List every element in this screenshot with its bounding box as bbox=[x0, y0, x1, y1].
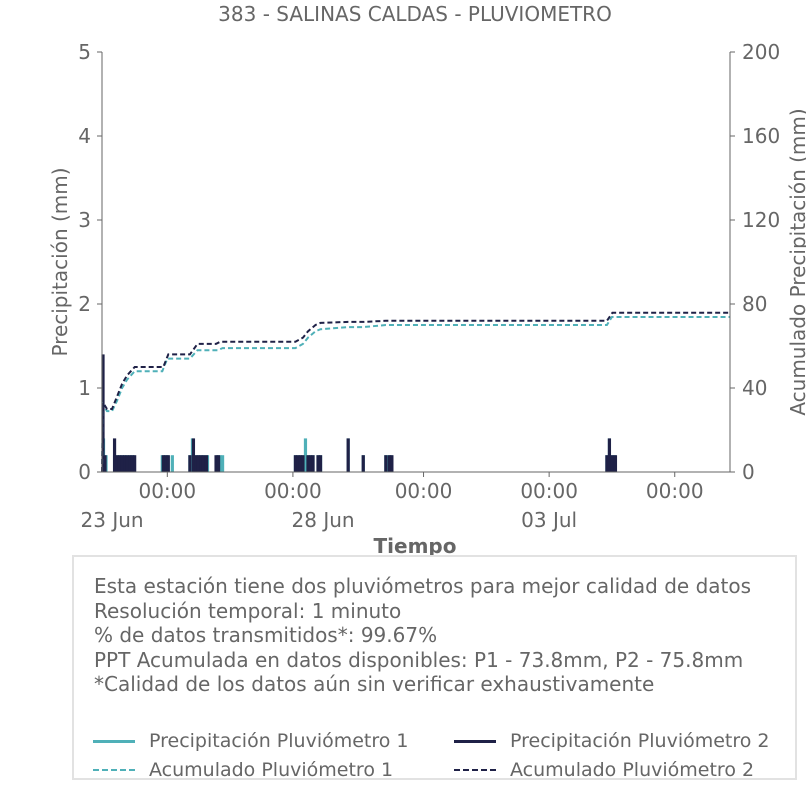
cumulative-lines bbox=[101, 311, 730, 473]
rain-bar-p2 bbox=[316, 455, 320, 472]
legend-item-p1: Precipitación Pluviómetro 1 bbox=[93, 730, 409, 752]
y2-tick-label: 40 bbox=[742, 376, 767, 400]
y-axis-label: Precipitación (mm) bbox=[48, 167, 72, 356]
y2-tick-label: 160 bbox=[742, 124, 780, 148]
rain-bar-p2 bbox=[120, 455, 124, 472]
rain-bar-p2 bbox=[125, 455, 129, 472]
cum-line-p1 bbox=[101, 316, 730, 473]
rain-bar-p2 bbox=[607, 438, 612, 472]
rain-bar-p1 bbox=[303, 438, 308, 472]
rain-bar-p2 bbox=[130, 455, 134, 472]
rain-bar-p2 bbox=[605, 455, 609, 472]
y-tick-label: 3 bbox=[78, 208, 91, 232]
info-line: Resolución temporal: 1 minuto bbox=[94, 598, 402, 623]
rain-bar-p2 bbox=[164, 455, 168, 472]
rain-bar-p2 bbox=[133, 455, 137, 472]
rain-bar-p2 bbox=[216, 455, 221, 472]
bars-pluviometro-1 bbox=[101, 438, 617, 472]
rain-bar-p2 bbox=[166, 455, 170, 472]
rain-bar-p2 bbox=[161, 455, 165, 472]
legend-swatch-cum-p2 bbox=[454, 769, 496, 771]
y-tick-label: 4 bbox=[78, 124, 91, 148]
rain-bar-p2 bbox=[117, 455, 122, 472]
y2-axis-label: Acumulado Precipitación (mm) bbox=[786, 108, 806, 415]
legend-label: Acumulado Pluviómetro 1 bbox=[149, 759, 394, 781]
legend-swatch-cum-p1 bbox=[93, 769, 135, 771]
x-axis-label: Tiempo bbox=[374, 534, 457, 558]
x-axis-ticks: 00:00 00:00 00:00 00:00 00:00 23 Jun 28 Jun 03 … bbox=[81, 472, 704, 532]
rain-bar-p2 bbox=[103, 455, 107, 472]
y-tick-label: 0 bbox=[78, 460, 91, 484]
x-tick-label: 00:00 bbox=[520, 479, 578, 503]
x-date-label: 28 Jun bbox=[292, 508, 355, 532]
rain-bar-p2 bbox=[613, 455, 618, 472]
rain-bar-p2 bbox=[214, 455, 218, 472]
y-axis-ticks: 0 1 2 3 4 5 bbox=[78, 40, 102, 484]
rain-bar-p2 bbox=[306, 455, 310, 472]
rain-bar-p2 bbox=[201, 455, 206, 472]
info-line: *Calidad de los datos aún sin verificar … bbox=[94, 672, 655, 696]
rain-bar-p2 bbox=[311, 455, 315, 472]
rain-bar-p2 bbox=[194, 455, 198, 472]
y-tick-label: 1 bbox=[78, 376, 91, 400]
bars-pluviometro-2 bbox=[101, 354, 618, 472]
rain-bar-p2 bbox=[115, 455, 119, 472]
rain-bar-p2 bbox=[296, 455, 300, 472]
x-tick-label: 00:00 bbox=[264, 479, 322, 503]
legend-swatch-p1 bbox=[93, 739, 135, 743]
x-date-label: 03 Jul bbox=[521, 508, 577, 532]
y2-tick-label: 200 bbox=[742, 40, 780, 64]
rain-bar-p2 bbox=[318, 455, 323, 472]
legend-item-cum-p1: Acumulado Pluviómetro 1 bbox=[93, 759, 393, 781]
info-legend-box: Esta estación tiene dos pluviómetros par… bbox=[72, 555, 797, 781]
rain-bar-p2 bbox=[384, 455, 388, 472]
rain-bar-p1 bbox=[170, 455, 174, 472]
y2-tick-label: 0 bbox=[742, 460, 755, 484]
legend-label: Precipitación Pluviómetro 2 bbox=[510, 730, 770, 752]
legend-label: Precipitación Pluviómetro 1 bbox=[149, 730, 409, 752]
x-date-label: 23 Jun bbox=[81, 508, 144, 532]
x-tick-label: 00:00 bbox=[395, 479, 453, 503]
info-line: % de datos transmitidos*: 99.67% bbox=[94, 623, 438, 647]
rain-bar-p2 bbox=[293, 455, 298, 472]
rain-bar-p2 bbox=[112, 438, 117, 472]
x-tick-label: 00:00 bbox=[138, 479, 196, 503]
legend-label: Acumulado Pluviómetro 2 bbox=[510, 759, 755, 781]
y2-tick-label: 120 bbox=[742, 208, 780, 232]
rain-bar-p2 bbox=[123, 455, 127, 472]
y2-tick-label: 80 bbox=[742, 292, 767, 316]
legend-item-p2: Precipitación Pluviómetro 2 bbox=[454, 730, 770, 752]
rain-bar-p2 bbox=[346, 438, 350, 472]
chart-title: 383 - SALINAS CALDAS - PLUVIOMETRO bbox=[218, 2, 612, 26]
rain-bar-p2 bbox=[191, 438, 196, 472]
legend-swatch-p2 bbox=[454, 739, 496, 743]
legend-item-cum-p2: Acumulado Pluviómetro 2 bbox=[454, 759, 754, 781]
y-tick-label: 5 bbox=[78, 40, 91, 64]
rain-bar-p2 bbox=[196, 455, 201, 472]
y-tick-label: 2 bbox=[78, 292, 91, 316]
rain-bar-p2 bbox=[610, 455, 615, 472]
info-line: Esta estación tiene dos pluviómetros par… bbox=[94, 574, 752, 598]
rain-bar-p1 bbox=[220, 455, 225, 472]
rain-bar-p2 bbox=[390, 455, 394, 472]
rain-bar-p2 bbox=[188, 455, 192, 472]
info-text: Esta estación tiene dos pluviómetros par… bbox=[94, 574, 751, 697]
rain-bar-p2 bbox=[199, 455, 203, 472]
rain-bar-p2 bbox=[298, 455, 303, 472]
rain-bar-p2 bbox=[387, 455, 391, 472]
cum-line-p2 bbox=[101, 311, 730, 473]
rain-bar-p2 bbox=[128, 455, 132, 472]
y2-axis-ticks: 0 40 80 120 160 200 bbox=[730, 40, 780, 484]
info-line: PPT Acumulada en datos disponibles: P1 -… bbox=[94, 647, 744, 672]
rain-bar-p2 bbox=[301, 455, 305, 472]
rain-bar-p2 bbox=[361, 455, 365, 472]
rain-bar-p2 bbox=[204, 455, 209, 472]
rain-bar-p2 bbox=[308, 455, 313, 472]
x-tick-label: 00:00 bbox=[646, 479, 704, 503]
